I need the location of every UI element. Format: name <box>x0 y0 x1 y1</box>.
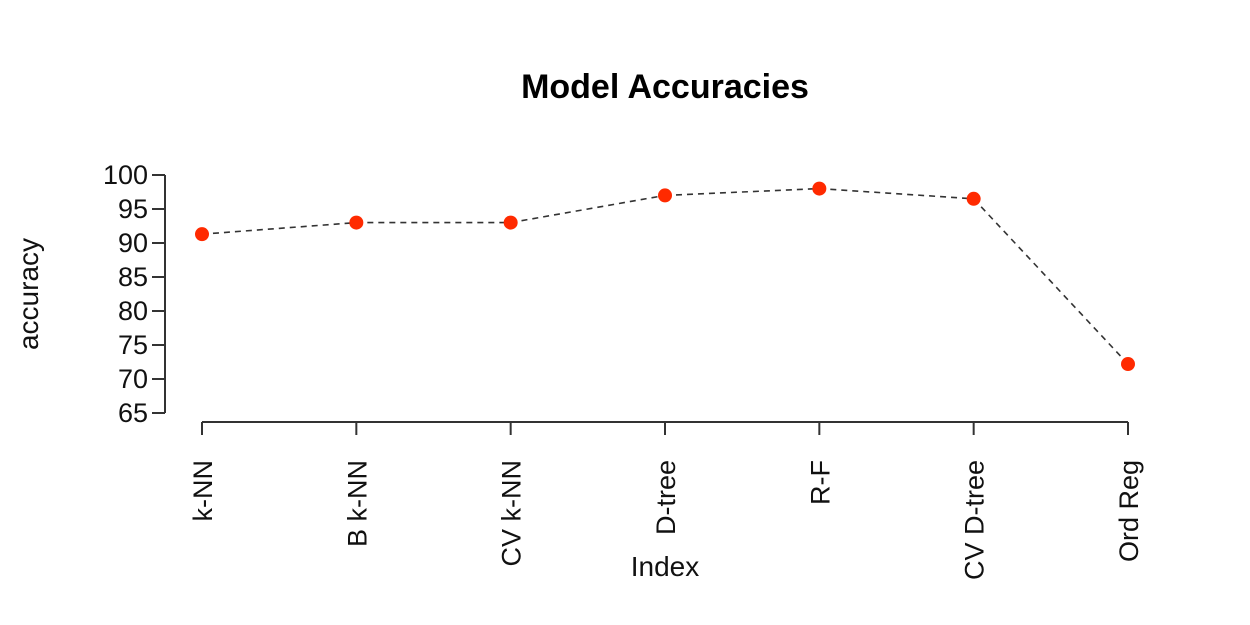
series-segment <box>201 221 357 235</box>
data-point <box>349 215 364 230</box>
data-point <box>966 191 981 206</box>
x-tick-label: D-tree <box>651 460 681 535</box>
series-line <box>201 187 1129 365</box>
data-point <box>503 215 518 230</box>
data-point <box>658 188 672 203</box>
data-point <box>195 227 209 242</box>
series-segment <box>664 187 820 197</box>
x-tick-label: CV D-tree <box>960 460 990 580</box>
x-tick-label: R-F <box>805 460 835 505</box>
data-points <box>195 181 1135 372</box>
y-tick-label: 70 <box>118 364 148 394</box>
series-segment <box>973 198 1129 365</box>
y-tick-label: 95 <box>118 194 148 224</box>
y-tick-label: 85 <box>118 262 148 292</box>
y-tick-label: 100 <box>103 160 148 190</box>
y-tick-label: 90 <box>118 228 148 258</box>
y-tick-label: 75 <box>118 330 148 360</box>
x-tick-label: Ord Reg <box>1114 460 1144 562</box>
y-axis: 65 70 75 80 85 90 95 100 <box>103 160 166 428</box>
y-axis-label: accuracy <box>13 238 44 350</box>
series-segment <box>819 187 974 200</box>
y-tick-label: 65 <box>118 398 148 428</box>
x-tick-label: k-NN <box>188 460 218 522</box>
data-point <box>1121 357 1135 372</box>
series-segment <box>510 194 666 224</box>
x-tick-label: CV k-NN <box>497 460 527 567</box>
data-point <box>812 181 827 196</box>
y-tick-label: 80 <box>118 296 148 326</box>
chart-title: Model Accuracies <box>521 68 809 106</box>
x-axis: k-NN B k-NN CV k-NN D-tree R-F CV D-tree Ord R… <box>188 421 1144 580</box>
x-axis-label: Index <box>631 551 700 582</box>
x-tick-label: B k-NN <box>342 460 372 547</box>
